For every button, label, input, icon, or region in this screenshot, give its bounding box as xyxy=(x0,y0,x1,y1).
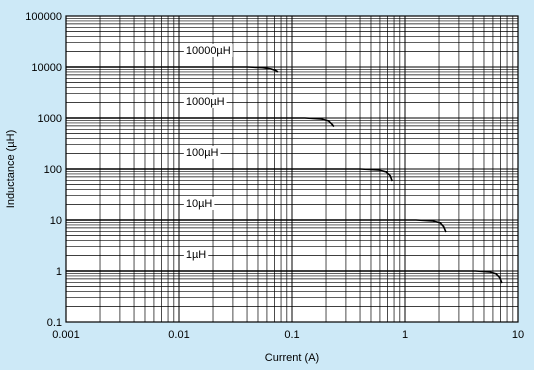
y-tick-label: 10000 xyxy=(31,62,62,74)
plot-frame xyxy=(65,15,519,323)
series-labels: 10000µH 1000µH 100µH 10µH 1µH xyxy=(183,43,233,261)
series-label: 100µH xyxy=(186,147,219,159)
series-line xyxy=(66,168,393,182)
series-line xyxy=(66,219,447,233)
x-tick-label: 0.001 xyxy=(52,329,80,341)
series-label-bg xyxy=(183,196,215,210)
series-label: 10µH xyxy=(186,198,213,210)
x-tick-label: 0.01 xyxy=(168,329,189,341)
y-tick-label: 1 xyxy=(56,266,62,278)
series-line xyxy=(66,270,503,284)
series-group xyxy=(66,66,503,284)
y-tick-label: 0.1 xyxy=(47,317,62,329)
y-axis-title: Inductance (µH) xyxy=(5,130,17,208)
series-label-bg xyxy=(183,43,233,57)
x-axis-title: Current (A) xyxy=(265,352,319,364)
tick-labels: 0.001 0.01 0.1 1 10 0.1 1 10 100 1000 10000 100000 xyxy=(25,11,524,341)
series-label-bg xyxy=(183,247,209,261)
x-tick-label: 1 xyxy=(402,329,408,341)
y-tick-label: 10 xyxy=(50,215,62,227)
series-line xyxy=(66,117,335,128)
series-label-bg xyxy=(183,94,227,108)
x-tick-label: 10 xyxy=(512,329,524,341)
series-line xyxy=(66,66,279,73)
series-label: 1000µH xyxy=(186,96,225,108)
series-label: 10000µH xyxy=(186,45,231,57)
series-label: 1µH xyxy=(186,249,206,261)
y-tick-label: 100 xyxy=(44,164,62,176)
series-label-bg xyxy=(183,145,221,159)
x-tick-label: 0.1 xyxy=(284,329,299,341)
y-tick-label: 100000 xyxy=(25,11,62,23)
y-tick-label: 1000 xyxy=(38,113,62,125)
